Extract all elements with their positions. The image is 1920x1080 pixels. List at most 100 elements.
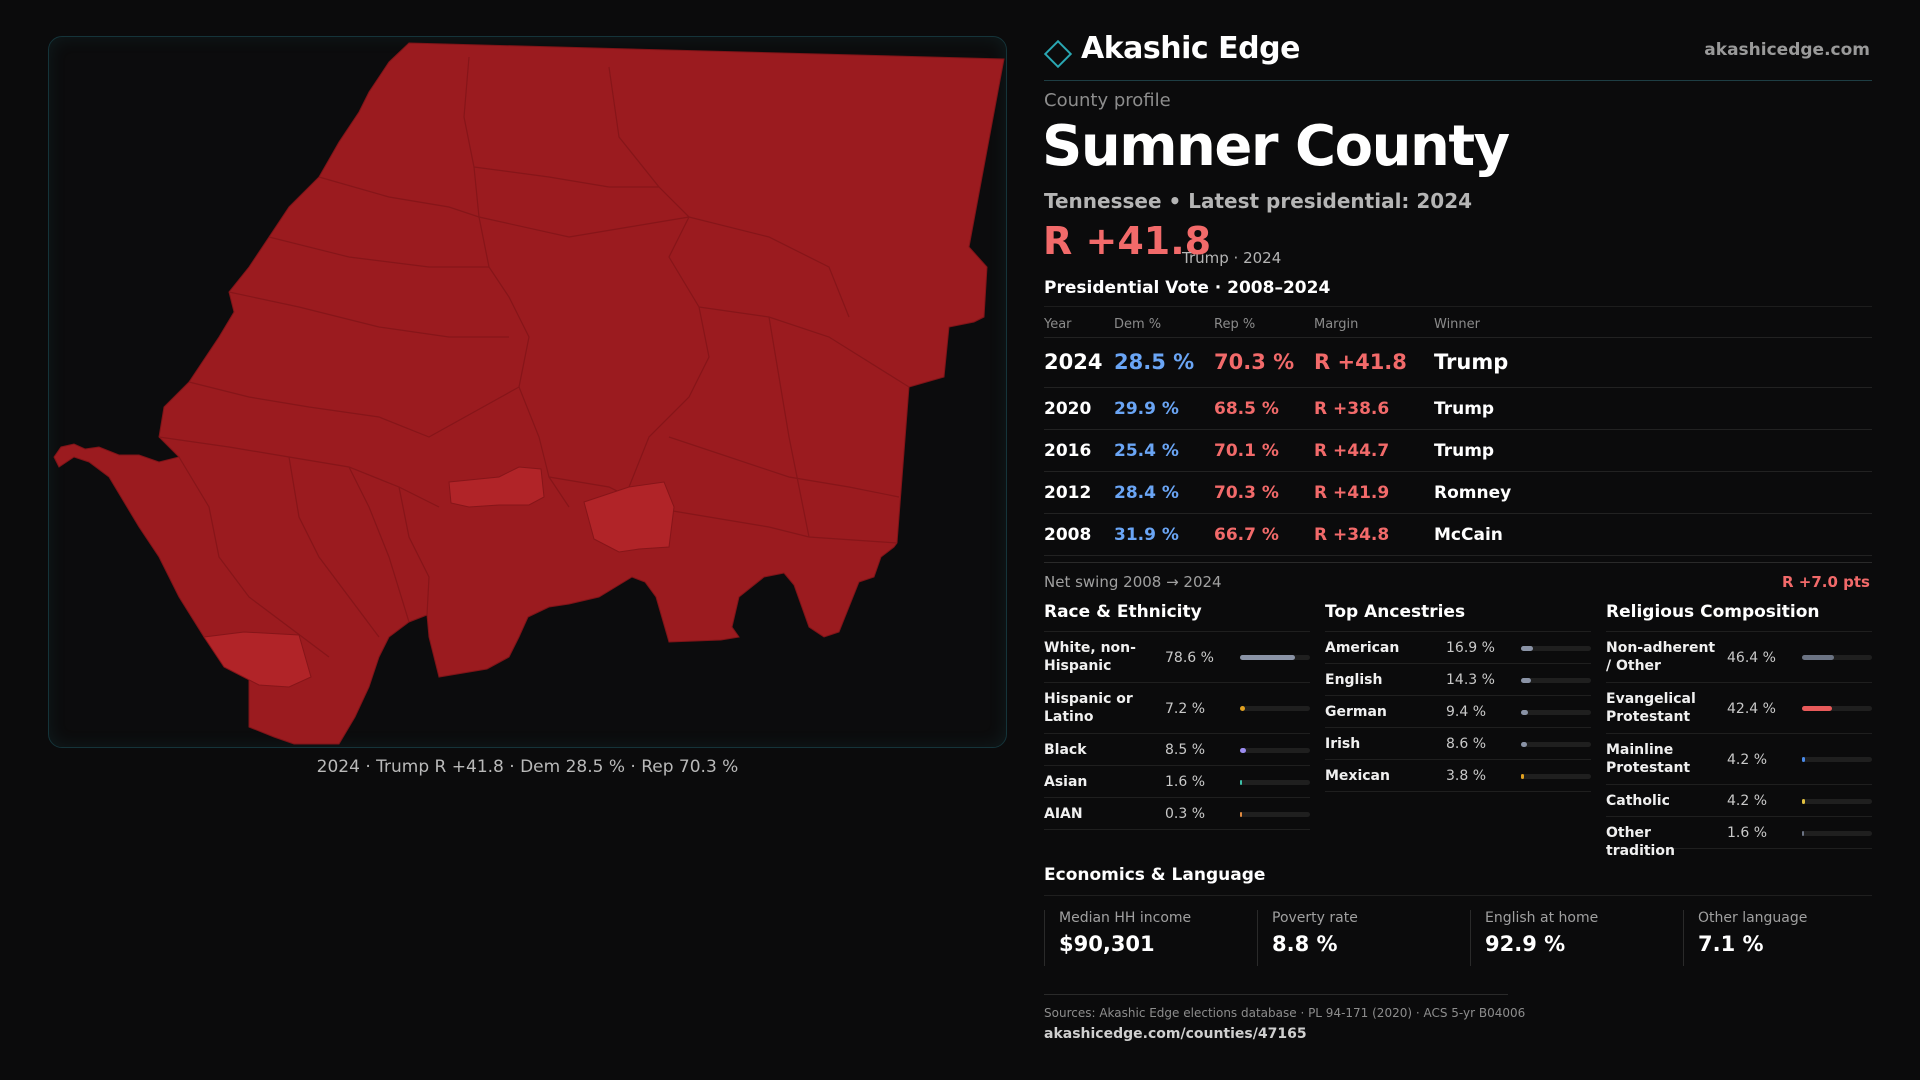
demo-label: English	[1325, 672, 1383, 688]
demo-bar-fill	[1240, 779, 1242, 785]
econ-label: Poverty rate	[1272, 910, 1358, 926]
econ-value: 7.1 %	[1698, 932, 1764, 956]
sources-note: Sources: Akashic Edge elections database…	[1044, 1006, 1526, 1020]
demo-bar-fill	[1802, 655, 1835, 660]
econ-card-other-language: Other language 7.1 %	[1683, 910, 1807, 966]
site-url-link[interactable]: akashicedge.com	[1704, 40, 1870, 60]
list-item: Non-adherent / Other 46.4 %	[1606, 632, 1872, 683]
demo-bar-fill	[1240, 747, 1246, 753]
demo-bar-fill	[1240, 706, 1246, 711]
cell-dem: 28.4 %	[1114, 483, 1179, 503]
list-item: American 16.9 %	[1325, 632, 1591, 664]
footer-divider	[1044, 994, 1508, 995]
demo-bar-track	[1802, 757, 1872, 762]
table-row: 2016 25.4 % 70.1 % R +44.7 Trump	[1044, 430, 1872, 472]
cell-margin: R +38.6	[1314, 399, 1390, 419]
cell-dem: 29.9 %	[1114, 399, 1179, 419]
demo-bar-track	[1240, 811, 1310, 817]
race-rows: White, non-Hispanic 78.6 % Hispanic or Lat…	[1044, 632, 1310, 830]
footer-url-link[interactable]: akashicedge.com/counties/47165	[1044, 1026, 1307, 1042]
demo-label: White, non-Hispanic	[1044, 640, 1136, 674]
demo-bar-fill	[1240, 655, 1296, 660]
highlight-district-3	[203, 631, 312, 688]
cell-year: 2012	[1044, 483, 1092, 503]
demo-value: 8.5 %	[1165, 742, 1206, 758]
cell-year: 2024	[1044, 350, 1103, 374]
demo-bar-track	[1240, 706, 1310, 711]
demo-bar-fill	[1521, 677, 1531, 683]
county-map	[48, 36, 1007, 748]
table-row: 2020 29.9 % 68.5 % R +38.6 Trump	[1044, 388, 1872, 430]
demo-bar-track	[1240, 779, 1310, 785]
cell-year: 2016	[1044, 441, 1092, 461]
demo-value: 4.2 %	[1727, 751, 1768, 768]
header-year: Year	[1044, 317, 1072, 332]
list-item: Black 8.5 %	[1044, 734, 1310, 766]
demo-bar-track	[1521, 773, 1591, 779]
header-dem: Dem %	[1114, 317, 1162, 332]
header-divider	[1044, 80, 1872, 81]
race-ethnicity-panel: Race & Ethnicity White, non-Hispanic 78.6…	[1044, 602, 1310, 830]
district-borders	[158, 56, 910, 658]
race-ethnicity-title: Race & Ethnicity	[1044, 602, 1310, 632]
cell-winner: Romney	[1434, 483, 1512, 503]
cell-rep: 70.1 %	[1214, 441, 1279, 461]
demo-bar-fill	[1802, 830, 1804, 836]
economics-divider	[1044, 895, 1872, 896]
cell-year: 2020	[1044, 399, 1092, 419]
demo-bar-fill	[1521, 645, 1533, 651]
demo-value: 9.4 %	[1446, 704, 1487, 720]
demo-value: 16.9 %	[1446, 640, 1495, 656]
demo-value: 78.6 %	[1165, 649, 1214, 666]
econ-value: 8.8 %	[1272, 932, 1338, 956]
header-margin: Margin	[1314, 317, 1359, 332]
demo-bar-fill	[1521, 741, 1528, 747]
demo-bar-track	[1240, 655, 1310, 660]
ancestry-title: Top Ancestries	[1325, 602, 1591, 632]
swing-label: Net swing 2008 → 2024	[1044, 573, 1222, 591]
econ-card-poverty: Poverty rate 8.8 %	[1257, 910, 1358, 966]
demo-label: Other tradition	[1606, 825, 1675, 859]
brand-name[interactable]: Akashic Edge	[1081, 31, 1300, 66]
demo-bar-fill	[1521, 709, 1528, 715]
demo-label: Black	[1044, 742, 1087, 758]
list-item: Mainline Protestant 4.2 %	[1606, 734, 1872, 785]
demo-value: 7.2 %	[1165, 700, 1206, 717]
swing-value: R +7.0 pts	[1782, 573, 1870, 591]
list-item: German 9.4 %	[1325, 696, 1591, 728]
demo-value: 4.2 %	[1727, 793, 1768, 809]
list-item: Other tradition 1.6 %	[1606, 817, 1872, 859]
cell-winner: Trump	[1434, 350, 1509, 374]
table-row: 2012 28.4 % 70.3 % R +41.9 Romney	[1044, 472, 1872, 514]
cell-rep: 66.7 %	[1214, 525, 1279, 545]
county-shape	[53, 42, 1005, 745]
diamond-logo-icon	[1043, 39, 1073, 69]
list-item: White, non-Hispanic 78.6 %	[1044, 632, 1310, 683]
cell-rep: 68.5 %	[1214, 399, 1279, 419]
table-row: 2008 31.9 % 66.7 % R +34.8 McCain	[1044, 514, 1872, 556]
page-subtitle: Tennessee • Latest presidential: 2024	[1044, 189, 1473, 213]
demo-bar-fill	[1240, 811, 1242, 817]
demo-label: Hispanic or Latino	[1044, 691, 1133, 725]
demo-label: Asian	[1044, 774, 1088, 790]
page-title: Sumner County	[1042, 114, 1510, 179]
map-caption: 2024 · Trump R +41.8 · Dem 28.5 % · Rep …	[316, 757, 739, 777]
demo-value: 46.4 %	[1727, 649, 1776, 666]
table-divider	[1044, 562, 1872, 563]
demo-value: 1.6 %	[1165, 774, 1206, 790]
header-winner: Winner	[1434, 317, 1481, 332]
demo-label: Irish	[1325, 736, 1361, 752]
econ-label: Other language	[1698, 910, 1808, 926]
list-item: Irish 8.6 %	[1325, 728, 1591, 760]
cell-winner: Trump	[1434, 441, 1495, 461]
ancestry-rows: American 16.9 % English 14.3 % German 9.4 % Ir…	[1325, 632, 1591, 792]
cell-year: 2008	[1044, 525, 1092, 545]
econ-value: $90,301	[1059, 932, 1155, 956]
list-item: Asian 1.6 %	[1044, 766, 1310, 798]
econ-value: 92.9 %	[1485, 932, 1566, 956]
demo-bar-track	[1521, 677, 1591, 683]
econ-card-english: English at home 92.9 %	[1470, 910, 1598, 966]
religion-panel: Religious Composition Non-adherent / Oth…	[1606, 602, 1872, 859]
list-item: Hispanic or Latino 7.2 %	[1044, 683, 1310, 734]
demo-bar-fill	[1802, 798, 1805, 804]
